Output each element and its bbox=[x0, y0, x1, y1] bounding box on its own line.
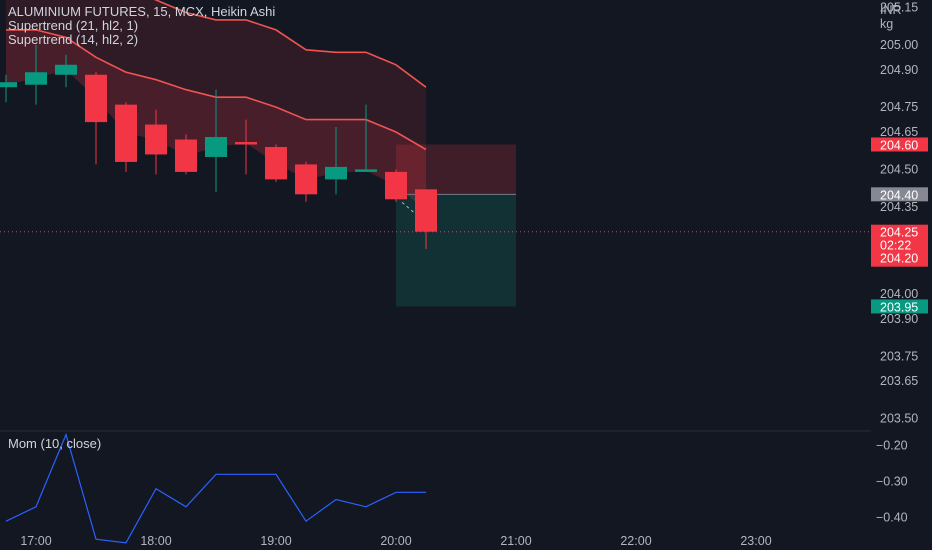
last-price-badge bbox=[871, 224, 928, 267]
stop-price-label: 204.60 bbox=[880, 138, 918, 152]
price-tick-label: 204.75 bbox=[880, 100, 918, 114]
candle bbox=[175, 134, 197, 175]
chart-title[interactable]: ALUMINIUM FUTURES, 15, MCX, Heikin Ashi bbox=[8, 4, 276, 19]
time-tick-label: 19:00 bbox=[260, 534, 291, 548]
supertrend-14-legend[interactable]: Supertrend (14, hl2, 2) bbox=[8, 32, 139, 47]
time-tick-label: 23:00 bbox=[740, 534, 771, 548]
candle-body bbox=[235, 142, 257, 145]
target-price-badge bbox=[871, 299, 928, 314]
momentum-axis[interactable]: −0.20 −0.30 −0.40 bbox=[876, 438, 908, 524]
candle bbox=[0, 74, 17, 103]
price-tick-label: 205.00 bbox=[880, 38, 918, 52]
candle-body bbox=[55, 64, 77, 75]
candle bbox=[115, 102, 137, 172]
candle bbox=[85, 72, 107, 165]
candle-body bbox=[0, 82, 17, 88]
momentum-line bbox=[5, 432, 426, 544]
candle bbox=[145, 109, 167, 175]
price-tick-label: 203.90 bbox=[880, 312, 918, 326]
price-plot bbox=[0, 0, 871, 307]
candle-body bbox=[355, 169, 377, 172]
price-tick-label: 203.50 bbox=[880, 412, 918, 426]
candle bbox=[235, 119, 257, 175]
last-price-label: 204.25 bbox=[880, 226, 918, 240]
last-low-price-label: 204.20 bbox=[880, 252, 918, 266]
candle bbox=[415, 189, 437, 250]
price-tick-label: 204.90 bbox=[880, 63, 918, 77]
candle bbox=[325, 127, 347, 195]
candle-body bbox=[175, 139, 197, 172]
position-stop-zone bbox=[396, 144, 516, 195]
candle bbox=[265, 144, 287, 182]
entry-price-badge bbox=[871, 187, 928, 202]
stop-price-badge bbox=[871, 137, 928, 152]
candle bbox=[205, 89, 227, 192]
momentum-pane[interactable] bbox=[5, 432, 426, 544]
price-tick-label: 204.50 bbox=[880, 162, 918, 176]
time-tick-label: 22:00 bbox=[620, 534, 651, 548]
candle bbox=[55, 54, 77, 88]
candle bbox=[295, 161, 317, 202]
time-tick-label: 18:00 bbox=[140, 534, 171, 548]
target-price-label: 203.95 bbox=[880, 300, 918, 314]
candle-body bbox=[25, 72, 47, 85]
time-axis[interactable]: 17:00 18:00 19:00 20:00 21:00 22:00 23:00 bbox=[20, 534, 771, 548]
time-tick-label: 21:00 bbox=[500, 534, 531, 548]
time-tick-label: 17:00 bbox=[20, 534, 51, 548]
price-tick-label: 204.65 bbox=[880, 125, 918, 139]
price-tick-label: 204.35 bbox=[880, 200, 918, 214]
momentum-legend[interactable]: Mom (10, close) bbox=[8, 436, 102, 451]
candle-body bbox=[325, 166, 347, 180]
candle-body bbox=[265, 146, 287, 180]
candle-body bbox=[415, 189, 437, 232]
price-tick-label: 204.00 bbox=[880, 287, 918, 301]
momentum-tick-label: −0.40 bbox=[876, 511, 908, 525]
candle-body bbox=[295, 164, 317, 195]
currency-label: INR bbox=[880, 3, 902, 17]
countdown-price-label: 02:22 bbox=[880, 239, 911, 253]
candle-body bbox=[85, 74, 107, 123]
position-target-zone bbox=[396, 194, 516, 307]
candle-body bbox=[115, 104, 137, 162]
time-tick-label: 20:00 bbox=[380, 534, 411, 548]
unit-label: kg bbox=[880, 17, 893, 31]
candle bbox=[25, 44, 47, 105]
price-axis[interactable]: 205.15 205.00 204.90 204.75 204.65 204.50 204.… bbox=[880, 0, 918, 425]
momentum-tick-label: −0.20 bbox=[876, 438, 908, 452]
momentum-tick-label: −0.30 bbox=[876, 475, 908, 489]
supertrend-21-line bbox=[154, 0, 427, 88]
price-tick-label: 203.65 bbox=[880, 374, 918, 388]
candle bbox=[355, 104, 377, 172]
price-pane[interactable] bbox=[0, 0, 871, 307]
price-tick-label: 205.15 bbox=[880, 0, 918, 14]
supertrend-21-legend[interactable]: Supertrend (21, hl2, 1) bbox=[8, 18, 139, 33]
candle-body bbox=[205, 137, 227, 157]
price-tick-label: 203.75 bbox=[880, 349, 918, 363]
candle-body bbox=[385, 171, 407, 200]
candle bbox=[385, 169, 407, 202]
candle-body bbox=[145, 124, 167, 155]
entry-price-label: 204.40 bbox=[880, 188, 918, 202]
